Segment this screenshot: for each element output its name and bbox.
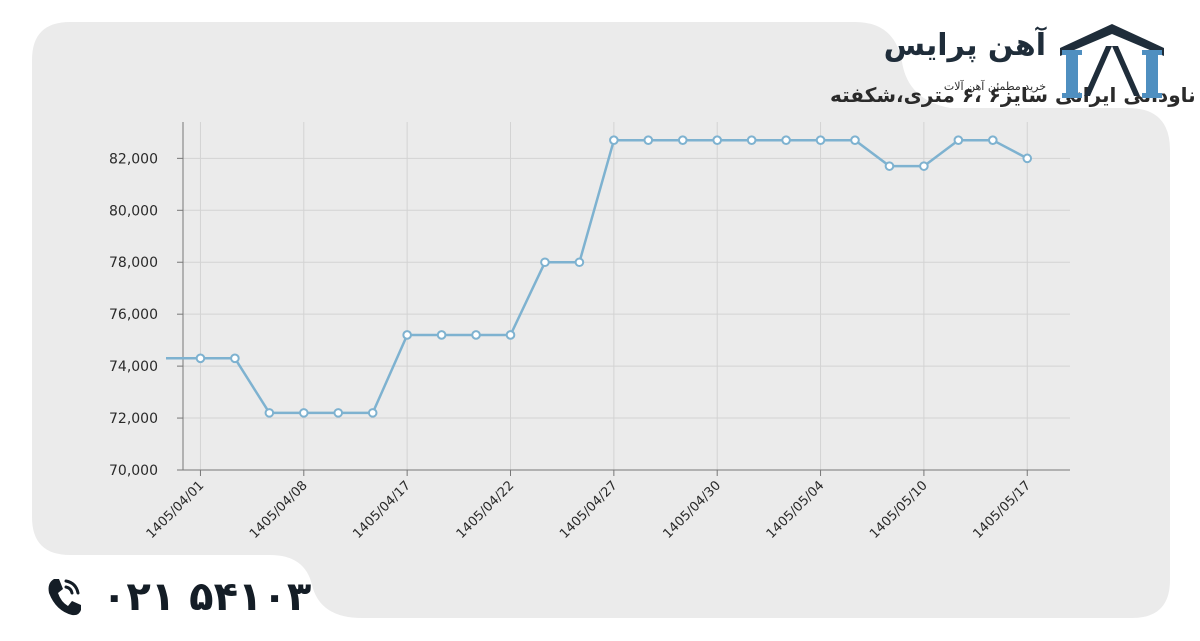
data-point — [230, 353, 240, 364]
series — [166, 135, 1033, 418]
data-point — [988, 135, 998, 145]
data-point — [195, 353, 206, 364]
data-point — [746, 135, 757, 145]
y-tick-label: 70,000 — [109, 463, 158, 479]
y-tick-label: 72,000 — [109, 411, 158, 427]
axes — [177, 122, 1070, 476]
data-point — [850, 135, 860, 145]
y-tick-label: 74,000 — [109, 359, 158, 375]
brand-name: آهن پرایس — [883, 28, 1046, 63]
data-point — [919, 161, 929, 171]
data-point — [471, 330, 481, 340]
data-point — [540, 257, 550, 268]
data-point — [884, 161, 895, 171]
data-point — [574, 257, 585, 268]
data-point — [643, 135, 654, 145]
brand-logo-icon — [1060, 24, 1164, 98]
chart-panel — [32, 22, 1170, 618]
y-tick-label: 78,000 — [109, 255, 158, 271]
data-point — [815, 135, 826, 145]
brand-block: آهن پرایس خرید مطمئن آهن آلات — [884, 24, 1164, 104]
y-tick-label: 80,000 — [109, 203, 158, 219]
data-point — [367, 408, 378, 418]
phone-number: ۰۲۱ ۵۴۱۰۳ — [102, 574, 312, 620]
data-point — [264, 408, 275, 418]
data-point — [436, 330, 447, 340]
y-tick-labels: 70,000 72,000 74,000 76,000 78,000 80,000 82,0… — [109, 151, 158, 479]
series-line — [166, 138, 1028, 415]
data-point — [1022, 153, 1033, 164]
data-point — [299, 408, 309, 418]
brand-tagline: خرید مطمئن آهن آلات — [943, 80, 1046, 93]
data-point — [953, 135, 964, 145]
data-point — [677, 135, 688, 145]
data-point — [505, 330, 516, 340]
phone-icon — [48, 579, 81, 616]
y-tick-label: 76,000 — [109, 307, 158, 323]
data-point — [333, 408, 344, 418]
data-point — [609, 135, 619, 145]
phone-contact[interactable]: ۰۲۱ ۵۴۱۰۳ — [44, 572, 311, 622]
data-point — [402, 330, 412, 340]
data-point — [781, 135, 791, 145]
data-point — [712, 135, 723, 145]
y-tick-label: 82,000 — [109, 151, 158, 167]
